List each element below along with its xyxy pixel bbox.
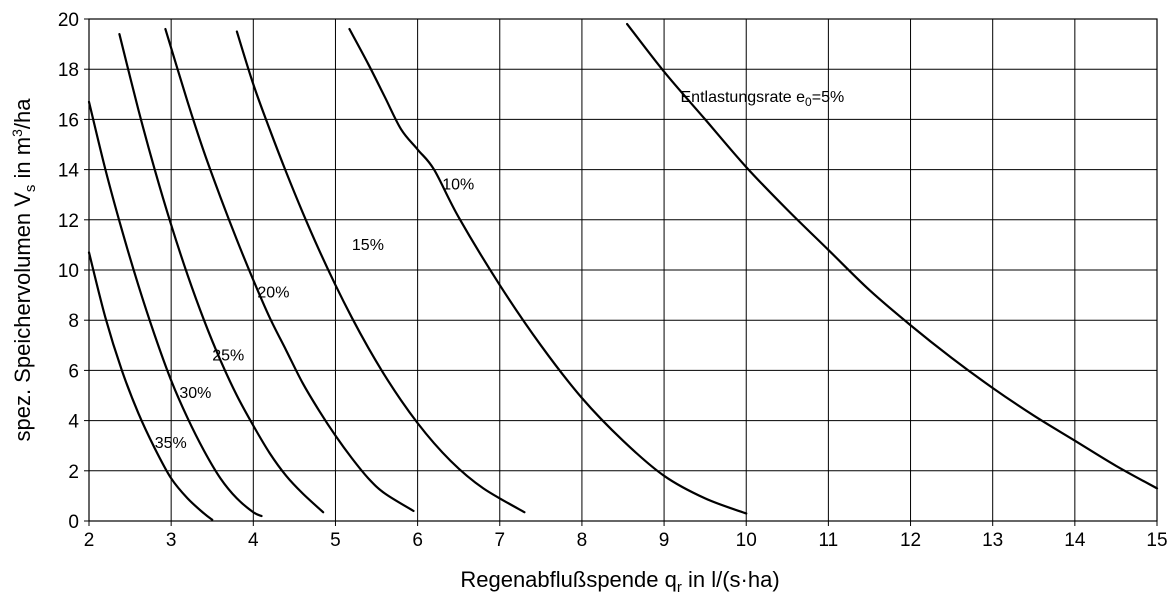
- x-tick-label: 10: [736, 530, 757, 551]
- curve-labels: 35% 30% 25% 20% 15% 10% Entlastungsrate e0=5%: [155, 89, 844, 452]
- curves: [87, 22, 1159, 521]
- y-tick-label: 14: [58, 161, 80, 182]
- y-tick-label: 8: [68, 311, 79, 332]
- y-tick-label: 18: [58, 60, 79, 81]
- curve-label: 30%: [179, 385, 211, 402]
- series-curve: [164, 27, 415, 513]
- x-tick-label: 4: [248, 530, 259, 551]
- series-curve: [118, 32, 325, 514]
- x-tick-label: 11: [819, 530, 839, 551]
- x-tick-labels: 2 3 4 5 6 7 8 9 10 11 12 13 14 15: [84, 530, 1168, 551]
- x-tick-label: 7: [494, 530, 505, 551]
- x-tick-label: 14: [1064, 530, 1086, 551]
- y-tick-label: 2: [68, 462, 79, 483]
- curve-label: Entlastungsrate e0=5%: [681, 89, 845, 109]
- series-curve: [87, 251, 214, 521]
- y-tick-labels: 0 2 4 6 8 10 12 14 16 18 20: [58, 10, 80, 533]
- curve-label: 15%: [352, 237, 384, 254]
- plot-frame: [88, 18, 1158, 522]
- x-tick-label: 13: [982, 530, 1003, 551]
- series-curve: [235, 30, 526, 514]
- series-curve: [348, 27, 748, 515]
- x-tick-label: 5: [330, 530, 341, 551]
- y-tick-label: 6: [68, 361, 79, 382]
- curve-label: 20%: [257, 285, 289, 302]
- x-tick-label: 15: [1146, 530, 1167, 551]
- y-tick-label: 20: [58, 10, 79, 31]
- x-tick-label: 8: [577, 530, 588, 551]
- y-tick-label: 4: [68, 412, 79, 433]
- grid: [84, 18, 1158, 526]
- y-tick-label: 0: [68, 512, 79, 533]
- y-tick-label: 12: [58, 211, 79, 232]
- x-tick-label: 3: [166, 530, 177, 551]
- x-tick-label: 6: [412, 530, 423, 551]
- curve-label: 35%: [155, 435, 187, 452]
- x-axis-title: Regenabflußspende qr in l/(s·ha): [460, 567, 779, 594]
- y-tick-label: 16: [58, 110, 79, 131]
- x-tick-label: 9: [659, 530, 670, 551]
- y-tick-label: 10: [58, 261, 79, 282]
- curve-label: 10%: [442, 177, 474, 194]
- curve-label: 25%: [212, 347, 244, 364]
- x-tick-label: 2: [84, 530, 95, 551]
- series-curve: [626, 22, 1159, 490]
- x-tick-label: 12: [900, 530, 921, 551]
- y-axis-title: spez. Speichervolumen Vs in m3/ha: [9, 98, 39, 442]
- series-curve: [87, 100, 263, 518]
